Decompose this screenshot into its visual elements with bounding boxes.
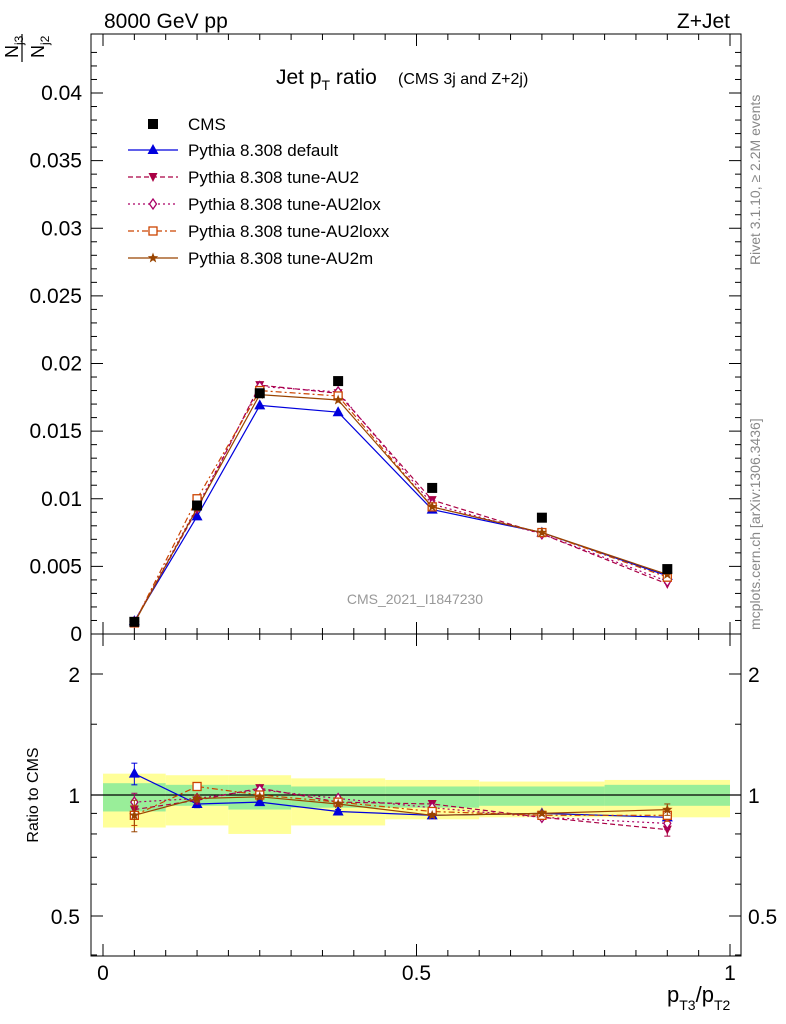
main-y-tick-label: 0.025: [29, 285, 82, 308]
main-y-tick-label: 0.005: [29, 555, 82, 578]
ratio-series-point: [332, 805, 344, 816]
ratio-series-point: [129, 809, 140, 820]
ratio-y-tick-label: 0.5: [51, 906, 80, 929]
rivet-version-text: Rivet 3.1.10, ≥ 2.2M events: [747, 95, 763, 265]
main-title-subtext: (CMS 3j and Z+2j): [398, 71, 528, 88]
legend-entry-3: Pythia 8.308 tune-AU2loxx: [128, 222, 390, 241]
main-y-tick-label: 0.04: [41, 82, 82, 105]
main-series-point: [191, 510, 203, 521]
cms-data-point: [129, 616, 140, 627]
ratio-series-group: [128, 762, 673, 837]
ratio-y-tick-label-right: 2: [748, 664, 760, 687]
legend-label: Pythia 8.308 tune-AU2loxx: [188, 222, 390, 241]
main-title-text: Jet pT ratio: [276, 66, 377, 93]
ratio-y-axis: 0.5 0.5 1 1 2 2: [51, 664, 777, 956]
legend-marker: [148, 197, 158, 211]
main-y-tick-label: 0.03: [41, 217, 82, 240]
ratio-y-tick-label: 2: [68, 664, 80, 687]
x-tick-label: 1: [724, 962, 736, 985]
ratio-series-point: [332, 798, 344, 809]
x-axis-label: pT3/pT2: [667, 982, 731, 1013]
ratio-series-point: [536, 807, 548, 818]
header-process-label: Z+Jet: [677, 10, 730, 33]
ratio-y-tick-label: 1: [68, 785, 80, 808]
cms-data-point: [254, 388, 265, 399]
main-y-tick-label: 0.015: [29, 420, 82, 443]
main-title: Jet pT ratio (CMS 3j and Z+2j): [276, 66, 528, 93]
x-tick-label: 0: [97, 962, 109, 985]
cms-data-point: [662, 564, 673, 575]
cms-data-point: [536, 512, 547, 523]
main-cms-data: [129, 376, 673, 627]
ratio-series-point: [254, 791, 265, 802]
header-energy-label: 8000 GeV pp: [104, 10, 228, 33]
ratio-series-point: [662, 804, 673, 815]
ratio-series-point: [426, 809, 438, 820]
ratio-y-tick-label-right: 0.5: [748, 906, 777, 929]
legend-marker: [148, 226, 158, 236]
legend-cms-label: CMS: [188, 115, 226, 134]
legend-cms-marker: [148, 119, 158, 129]
x-tick-label: 0.5: [402, 962, 431, 985]
main-series-line: [133, 385, 668, 623]
ratio-series-point: [192, 781, 202, 792]
legend-label: Pythia 8.308 tune-AU2m: [188, 249, 373, 268]
ratio-x-axis: 0 0.5 1: [97, 634, 736, 985]
ratio-series-point: [254, 796, 266, 807]
main-y-tick-label: 0.02: [41, 353, 82, 376]
main-series-point: [332, 394, 344, 405]
main-series-line: [133, 404, 668, 622]
main-y-tick-label: 0.035: [29, 150, 82, 173]
legend: CMS Pythia 8.308 default Pythia 8.308 tune…: [128, 115, 390, 268]
legend-entry-0: Pythia 8.308 default: [128, 141, 339, 160]
main-ylabel: Nj3 Nj2: [2, 34, 52, 62]
main-series-group: [128, 376, 673, 629]
main-series-line: [133, 393, 668, 624]
main-series-line: [133, 389, 668, 624]
legend-entry-cms: CMS: [148, 115, 226, 134]
legend-marker: [147, 252, 159, 263]
mcplots-credit-text: mcplots.cern.ch [arXiv:1306.3436]: [747, 418, 763, 630]
main-series-point: [426, 501, 438, 512]
ratio-ylabel: Ratio to CMS: [25, 747, 42, 842]
main-series-point: [332, 406, 344, 417]
legend-entry-2: Pythia 8.308 tune-AU2lox: [128, 195, 381, 214]
main-y-tick-label: 0: [70, 623, 82, 646]
ratio-panel: 0.5 0.51 12 2 0 0.5 1 Ratio to CMS: [25, 633, 777, 985]
legend-marker: [147, 144, 159, 154]
ratio-stat-uncertainty-band: [479, 786, 605, 806]
legend-label: Pythia 8.308 tune-AU2lox: [188, 195, 381, 214]
main-ylabel-denominator: Nj2: [28, 35, 52, 58]
legend-entry-4: Pythia 8.308 tune-AU2m: [128, 249, 373, 268]
main-series-point: [254, 399, 266, 410]
main-series-point: [536, 527, 548, 538]
ratio-series-4: [129, 791, 673, 833]
legend-label: Pythia 8.308 tune-AU2: [188, 168, 359, 187]
main-y-tick-label: 0.01: [41, 488, 82, 511]
ratio-series-point: [191, 793, 203, 803]
main-panel: 0 0.005 0.01 0.015 0.02 0.025 0.03 0.035 0.04 Je…: [29, 33, 742, 646]
main-y-axis: 0 0.005 0.01 0.015 0.02 0.025 0.03 0.035 0.04: [29, 51, 741, 646]
legend-entry-1: Pythia 8.308 tune-AU2: [128, 168, 359, 187]
main-x-ticks: [102, 34, 731, 634]
legend-marker: [148, 173, 158, 182]
cms-data-point: [427, 482, 438, 493]
ratio-stat-uncertainty-band: [385, 786, 480, 808]
cms-data-point: [333, 376, 344, 387]
ratio-y-tick-label-right: 1: [748, 785, 760, 808]
cms-data-point: [192, 500, 203, 511]
legend-label: Pythia 8.308 default: [188, 141, 339, 160]
main-series-line: [133, 384, 668, 623]
ratio-series-point: [128, 767, 140, 778]
analysis-id-label: CMS_2021_I1847230: [347, 591, 483, 607]
